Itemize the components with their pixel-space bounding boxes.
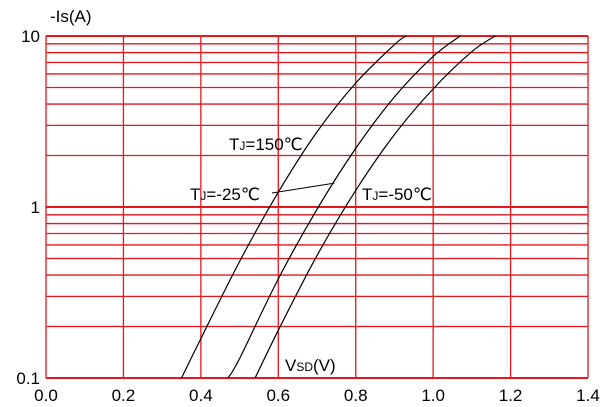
- x-tick-label: 1.0: [421, 386, 445, 405]
- series-label: TJ=-25℃: [190, 185, 260, 204]
- y-axis-title: -Is(A): [50, 7, 92, 26]
- y-tick-label: 1: [31, 198, 40, 217]
- label-leader-line: [271, 182, 335, 194]
- x-tick-label: 1.2: [499, 386, 523, 405]
- series-line: [227, 35, 461, 379]
- series-label: TJ=-50℃: [362, 185, 432, 204]
- series-line: [254, 35, 496, 379]
- y-tick-label: 10: [21, 27, 40, 46]
- series-curves: [180, 35, 496, 379]
- series-label: TJ=150℃: [229, 135, 303, 154]
- grid-lines: [45, 35, 589, 379]
- x-tick-label: 0.2: [112, 386, 136, 405]
- x-tick-label: 0.0: [34, 386, 58, 405]
- x-tick-label: 1.4: [576, 386, 600, 405]
- x-tick-label: 0.6: [266, 386, 290, 405]
- axis-tick-labels: 0.0 0.2 0.4 0.6 0.8 1.0 1.2 1.4 0.1 1 10: [16, 27, 599, 405]
- y-tick-label: 0.1: [16, 369, 40, 388]
- series-labels: TJ=150℃ TJ=-25℃ TJ=-50℃: [190, 135, 432, 204]
- series-line: [180, 35, 407, 379]
- x-tick-label: 0.8: [344, 386, 368, 405]
- x-tick-label: 0.4: [189, 386, 213, 405]
- x-axis-title: VSD(V): [285, 356, 336, 375]
